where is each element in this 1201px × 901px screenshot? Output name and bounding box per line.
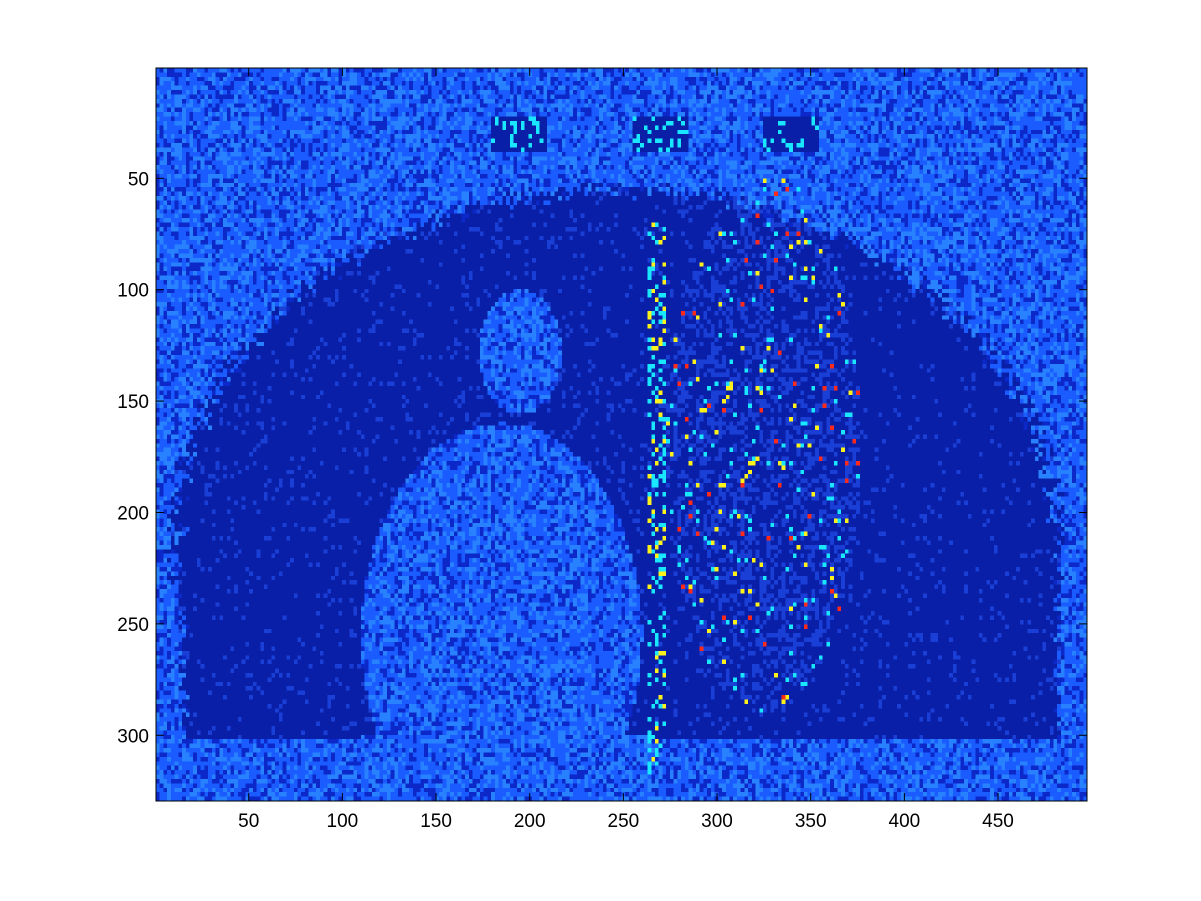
x-tick-label: 300 [701,811,733,832]
y-axis: 50 100 150 200 250 300 [117,169,1087,747]
x-tick-label: 450 [982,811,1014,832]
y-tick-label: 200 [117,503,149,524]
x-tick-label: 200 [514,811,546,832]
y-tick-label: 300 [117,726,149,747]
heatmap-raster [156,68,1087,801]
x-tick-label: 150 [420,811,452,832]
x-tick-label: 400 [889,811,921,832]
axes-frame [155,67,1088,802]
x-tick-label: 50 [238,811,259,832]
x-axis: 50 100 150 200 250 300 350 400 450 [238,68,1014,832]
y-tick-label: 250 [117,615,149,636]
y-tick-label: 100 [117,281,149,302]
heatmap-image [156,68,1087,801]
y-tick-label: 50 [128,169,149,190]
x-tick-label: 350 [795,811,827,832]
y-tick-label: 150 [117,392,149,413]
x-tick-label: 100 [327,811,359,832]
x-tick-label: 250 [608,811,640,832]
